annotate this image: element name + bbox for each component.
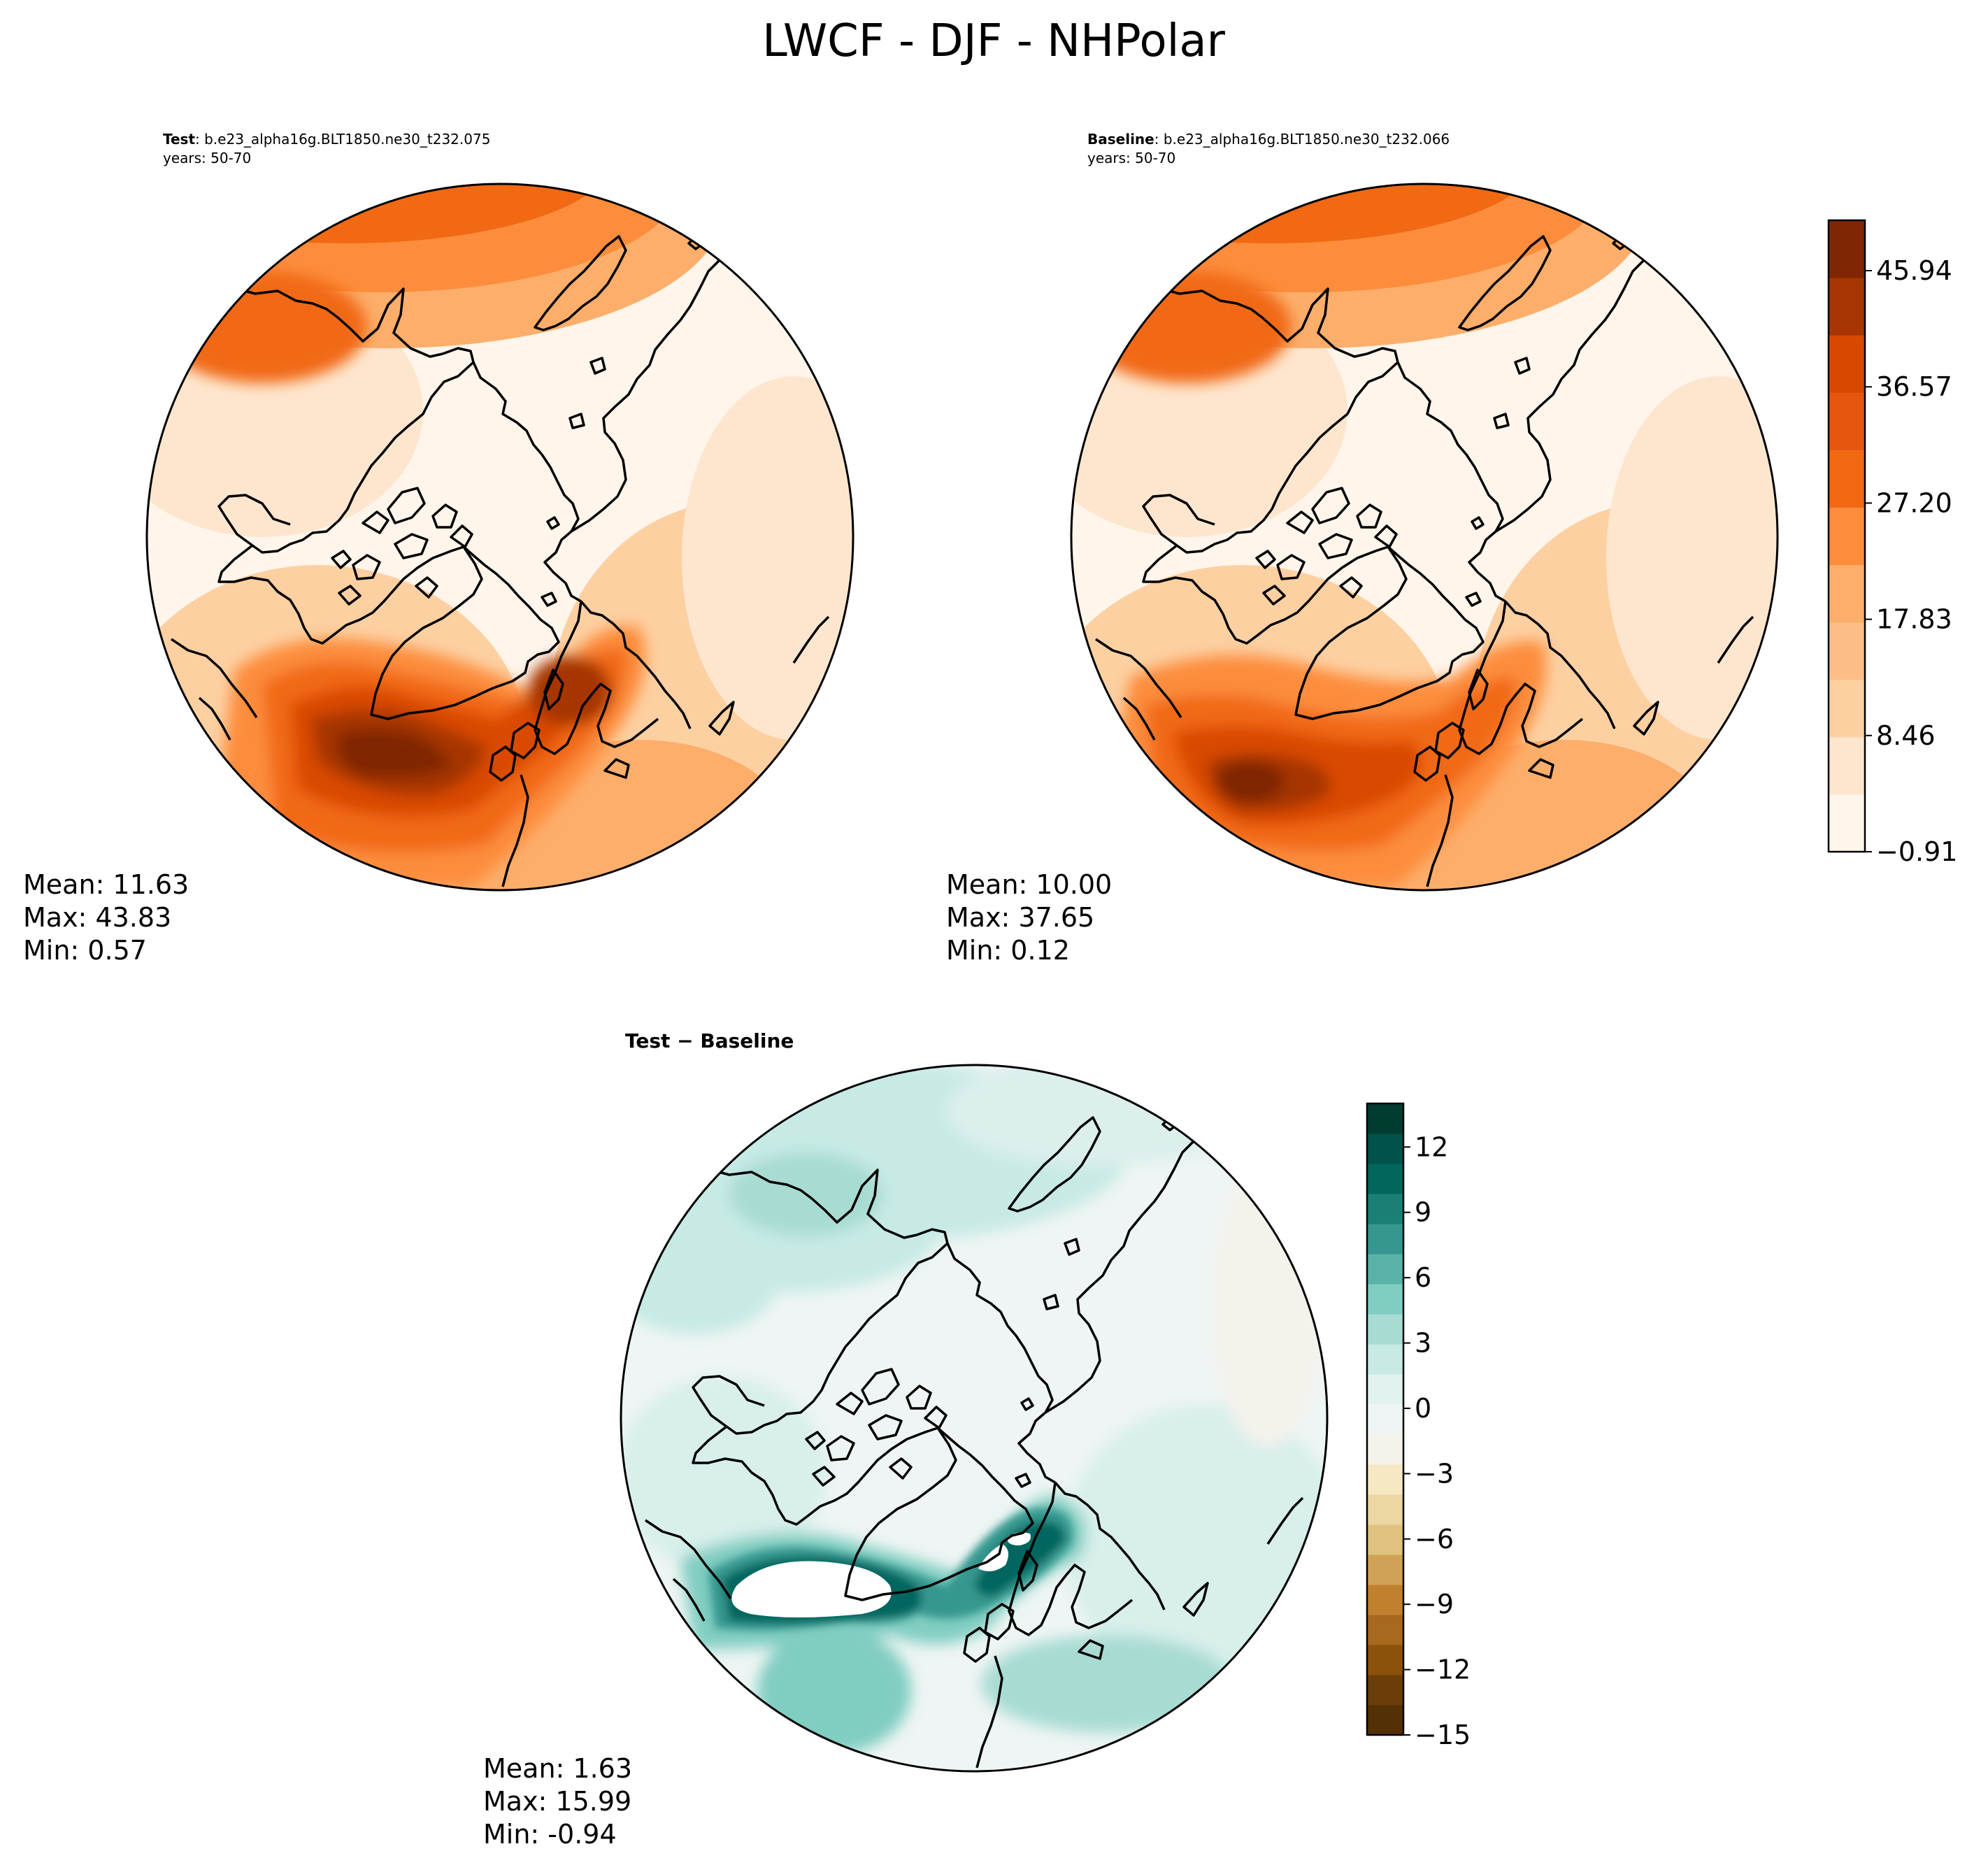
panel-baseline-years: years: 50-70 [1087, 150, 1175, 166]
colorbar-diff-bands [1367, 1103, 1403, 1736]
colorbar-diff-band [1367, 1314, 1403, 1345]
map-diff [621, 1065, 1327, 1771]
panel-test-label-case: : b.e23_alpha16g.BLT1850.ne30_t232.075 [195, 131, 490, 148]
colorbar-main-band [1829, 335, 1865, 393]
colorbar-diff-band [1367, 1254, 1403, 1285]
map-baseline [1071, 184, 1778, 890]
colorbar-diff-tick-label: 9 [1415, 1197, 1431, 1228]
panel-test-title: Test: b.e23_alpha16g.BLT1850.ne30_t232.0… [163, 131, 490, 148]
figure-title: LWCF - DJF - NHPolar [762, 15, 1226, 67]
colorbar-main-band [1829, 278, 1865, 336]
colorbar-diff-frame [1366, 1102, 1405, 1736]
colorbar-diff-tick-label: −6 [1415, 1524, 1454, 1555]
panel-diff: Test − Baseline [483, 1029, 1329, 1850]
colorbar-diff-tick-label: 12 [1415, 1131, 1448, 1162]
colorbar-diff-band [1367, 1194, 1403, 1224]
test-min: Min: 0.57 [23, 935, 147, 966]
colorbar-diff-band [1367, 1585, 1403, 1615]
colorbar-main-tick-label: 36.57 [1876, 371, 1952, 402]
baseline-mean: Mean: 10.00 [946, 869, 1112, 900]
map-diff-boundary [620, 1064, 1329, 1773]
colorbar-main-bands [1829, 220, 1865, 852]
colorbar-diff-band [1367, 1494, 1403, 1525]
map-baseline-boundary [1070, 183, 1779, 892]
colorbar-main-band [1829, 220, 1865, 278]
diff-max: Max: 15.99 [483, 1786, 631, 1817]
colorbar-main-band [1829, 794, 1865, 852]
colorbar-diff-band [1367, 1103, 1403, 1134]
colorbar-main-ticks: 45.94 36.57 27.20 17.83 8.46 −0.91 [1865, 255, 1957, 867]
colorbar-diff-tick-label: 6 [1415, 1262, 1431, 1293]
colorbar-diff-band [1367, 1404, 1403, 1435]
colorbar-diff-ticks: 12 9 6 3 0 −3 −6 −9 −12 −15 [1403, 1131, 1471, 1750]
colorbar-main: 45.94 36.57 27.20 17.83 8.46 −0.91 [1827, 219, 1957, 867]
colorbar-diff-tick-label: 3 [1415, 1328, 1431, 1359]
colorbar-diff-tick-label: −9 [1415, 1589, 1454, 1620]
colorbar-diff-band [1367, 1374, 1403, 1405]
colorbar-main-tick-label: 27.20 [1876, 487, 1952, 518]
colorbar-main-band [1829, 564, 1865, 623]
colorbar-main-tick-label: −0.91 [1876, 836, 1957, 867]
panel-baseline: Baseline: b.e23_alpha16g.BLT1850.ne30_t2… [946, 131, 1779, 966]
colorbar-diff-band [1367, 1134, 1403, 1164]
colorbar-diff-band [1367, 1344, 1403, 1375]
colorbar-diff-tick-label: 0 [1415, 1393, 1431, 1424]
diff-min: Min: -0.94 [483, 1819, 617, 1850]
colorbar-main-band [1829, 679, 1865, 738]
baseline-max: Max: 37.65 [946, 902, 1094, 933]
test-max: Max: 43.83 [23, 902, 171, 933]
panel-test-years: years: 50-70 [163, 150, 251, 166]
map-test-boundary [145, 183, 854, 892]
baseline-min: Min: 0.12 [946, 935, 1070, 966]
colorbar-main-band [1829, 622, 1865, 680]
colorbar-main-tick-label: 45.94 [1876, 255, 1952, 286]
diff-mean: Mean: 1.63 [483, 1753, 632, 1784]
test-mean: Mean: 11.63 [23, 869, 189, 900]
colorbar-diff-tick-label: −12 [1415, 1655, 1471, 1685]
colorbar-diff: 12 9 6 3 0 −3 −6 −9 −12 −15 [1366, 1102, 1471, 1750]
panel-diff-title: Test − Baseline [625, 1029, 794, 1052]
colorbar-diff-band [1367, 1524, 1403, 1555]
colorbar-main-frame [1827, 219, 1866, 853]
panel-baseline-label-bold: Baseline [1087, 131, 1154, 148]
colorbar-main-band [1829, 392, 1865, 450]
colorbar-diff-band [1367, 1164, 1403, 1194]
colorbar-diff-band [1367, 1675, 1403, 1706]
panel-test: Test: b.e23_alpha16g.BLT1850.ne30_t232.0… [23, 131, 854, 966]
colorbar-diff-band [1367, 1464, 1403, 1495]
colorbar-main-tick-label: 8.46 [1876, 720, 1936, 751]
colorbar-diff-tick-label: −15 [1415, 1720, 1471, 1750]
colorbar-main-band [1829, 736, 1865, 795]
colorbar-diff-band [1367, 1224, 1403, 1255]
colorbar-main-tick-label: 17.83 [1876, 604, 1952, 635]
panel-test-label-bold: Test [163, 131, 195, 148]
colorbar-main-band [1829, 507, 1865, 566]
colorbar-diff-band [1367, 1284, 1403, 1315]
colorbar-diff-tick-label: −3 [1415, 1458, 1454, 1489]
colorbar-diff-band [1367, 1645, 1403, 1675]
colorbar-diff-band [1367, 1705, 1403, 1736]
colorbar-diff-band [1367, 1615, 1403, 1645]
map-test [147, 184, 853, 890]
colorbar-diff-band [1367, 1434, 1403, 1465]
colorbar-main-band [1829, 450, 1865, 508]
colorbar-diff-band [1367, 1555, 1403, 1585]
panel-baseline-title: Baseline: b.e23_alpha16g.BLT1850.ne30_t2… [1087, 131, 1450, 148]
panel-baseline-label-case: : b.e23_alpha16g.BLT1850.ne30_t232.066 [1154, 131, 1450, 148]
